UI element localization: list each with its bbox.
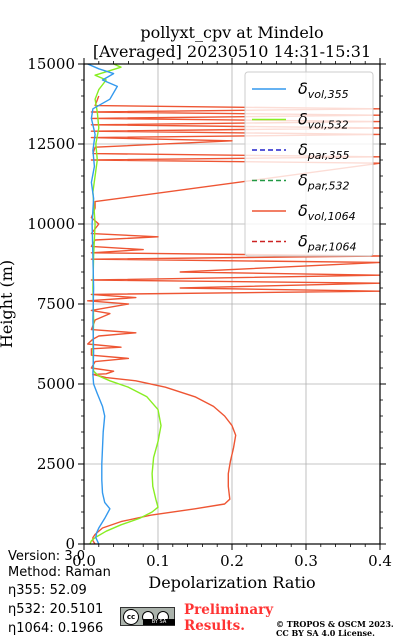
y-tick-label: 2500 xyxy=(37,455,75,473)
legend-box xyxy=(244,71,374,257)
series-line-vol-355 xyxy=(87,64,119,544)
y-tick-label: 0 xyxy=(65,535,75,553)
chart-title-line1: pollyxt_cpv at Mindelo xyxy=(140,23,323,42)
copyright-line2: CC BY SA 4.0 License. xyxy=(276,628,375,638)
preliminary-line2: Results. xyxy=(184,618,245,634)
method-text: Method: Raman xyxy=(8,565,111,580)
version-text: Version: 3.0 xyxy=(8,549,85,564)
copyright-line1: © TROPOS & OSCM 2023. xyxy=(276,619,394,629)
y-tick-label: 7500 xyxy=(37,295,75,313)
series-line-vol-1064 xyxy=(86,95,380,544)
legend-label: δvol,532 xyxy=(298,110,349,132)
preliminary-notice: Preliminary Results. xyxy=(184,602,273,634)
x-axis-label: Depolarization Ratio xyxy=(148,573,315,592)
legend: δvol,355 δvol,532 δpar,355 δpar,532 δvol,106… xyxy=(244,71,374,257)
cc-icon: cc xyxy=(123,608,139,625)
cc-by-sa-strip: BY SA xyxy=(143,619,175,625)
x-tick-label: 0.1 xyxy=(146,552,170,570)
cc-license-logo: cc BY SA xyxy=(120,607,175,626)
series-line-vol-532 xyxy=(89,64,162,544)
legend-label: δvol,1064 xyxy=(298,201,356,223)
legend-label: δpar,355 xyxy=(298,140,350,162)
y-tick-label: 12500 xyxy=(27,135,75,153)
eta355-text: η355: 52.09 xyxy=(8,583,87,598)
y-tick-label: 5000 xyxy=(37,375,75,393)
chart-title-line2: [Averaged] 20230510 14:31-15:31 xyxy=(93,42,371,61)
legend-label: δpar,532 xyxy=(298,171,350,193)
x-tick-label: 0.2 xyxy=(220,552,244,570)
ticks: 0.0 0.1 0.2 0.3 0.4 0 2500 5000 7500 10000 12500 15… xyxy=(27,55,392,570)
y-tick-label: 15000 xyxy=(27,55,75,73)
plot-frame xyxy=(83,63,381,545)
x-tick-label: 0.3 xyxy=(294,552,318,570)
x-tick-label: 0.0 xyxy=(72,552,96,570)
y-tick-label: 10000 xyxy=(27,215,75,233)
eta532-text: η532: 20.5101 xyxy=(8,602,104,617)
x-tick-label: 0.4 xyxy=(368,552,392,570)
legend-label: δvol,355 xyxy=(298,79,349,101)
copyright-notice: © TROPOS & OSCM 2023. CC BY SA 4.0 Licen… xyxy=(276,620,394,638)
data-lines xyxy=(86,64,380,544)
legend-label: δpar,1064 xyxy=(298,232,357,254)
eta1064-text: η1064: 0.1966 xyxy=(8,621,104,636)
y-axis-label: Height (m) xyxy=(0,260,16,348)
preliminary-line1: Preliminary xyxy=(184,602,274,618)
